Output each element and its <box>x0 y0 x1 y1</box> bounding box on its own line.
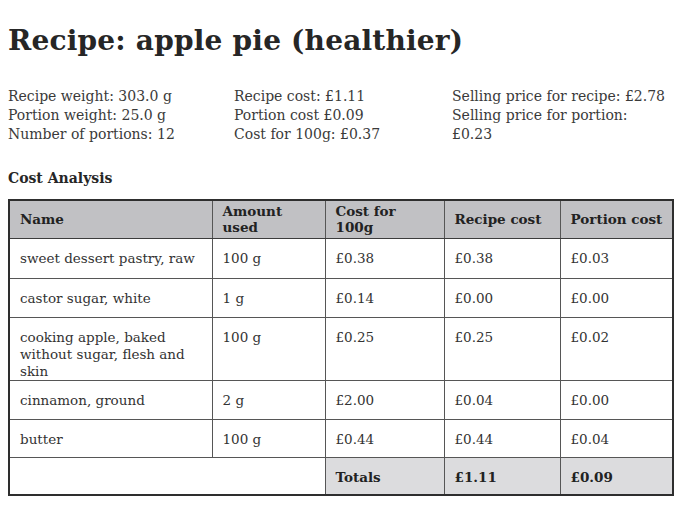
summary-weights-column: Recipe weight: 303.0 g Portion weight: 2… <box>8 87 234 144</box>
cell-cost-for-100g: £0.14 <box>325 278 444 317</box>
column-header-portion-cost: Portion cost <box>560 200 673 238</box>
cell-portion-cost: £0.03 <box>560 238 673 278</box>
cell-portion-cost: £0.04 <box>560 419 673 457</box>
table-row: cooking apple, baked without sugar, fles… <box>9 317 673 380</box>
cell-ingredient-name: sweet dessert pastry, raw <box>9 238 212 278</box>
cell-ingredient-name: butter <box>9 419 212 457</box>
table-row: cinnamon, ground 2 g £2.00 £0.04 £0.00 <box>9 380 673 419</box>
totals-label: Totals <box>325 457 444 495</box>
cell-recipe-cost: £0.00 <box>444 278 560 317</box>
selling-price-portion: Selling price for portion: £0.23 <box>452 106 672 144</box>
cell-cost-for-100g: £0.44 <box>325 419 444 457</box>
page-title: Recipe: apple pie (healthier) <box>8 26 672 56</box>
cell-cost-for-100g: £2.00 <box>325 380 444 419</box>
cell-cost-for-100g: £0.38 <box>325 238 444 278</box>
recipe-weight: Recipe weight: 303.0 g <box>8 87 234 106</box>
portion-weight: Portion weight: 25.0 g <box>8 106 234 125</box>
column-header-name: Name <box>9 200 212 238</box>
cell-recipe-cost: £0.04 <box>444 380 560 419</box>
cell-amount-used: 2 g <box>212 380 325 419</box>
cost-for-100g: Cost for 100g: £0.37 <box>234 125 452 144</box>
cell-portion-cost: £0.00 <box>560 380 673 419</box>
cell-portion-cost: £0.02 <box>560 317 673 380</box>
column-header-amount-used: Amount used <box>212 200 325 238</box>
cell-amount-used: 1 g <box>212 278 325 317</box>
selling-price-recipe: Selling price for recipe: £2.78 <box>452 87 672 106</box>
cell-amount-used: 100 g <box>212 317 325 380</box>
totals-portion-cost: £0.09 <box>560 457 673 495</box>
column-header-recipe-cost: Recipe cost <box>444 200 560 238</box>
recipe-cost-report: Recipe: apple pie (healthier) Recipe wei… <box>0 26 682 496</box>
table-row: castor sugar, white 1 g £0.14 £0.00 £0.0… <box>9 278 673 317</box>
cost-analysis-heading: Cost Analysis <box>8 170 672 187</box>
cost-analysis-table: Name Amount used Cost for 100g Recipe co… <box>8 199 674 496</box>
summary-selling-column: Selling price for recipe: £2.78 Selling … <box>452 87 672 144</box>
number-of-portions: Number of portions: 12 <box>8 125 234 144</box>
totals-recipe-cost: £1.11 <box>444 457 560 495</box>
table-row: butter 100 g £0.44 £0.44 £0.04 <box>9 419 673 457</box>
cell-amount-used: 100 g <box>212 238 325 278</box>
cell-portion-cost: £0.00 <box>560 278 673 317</box>
totals-spacer-cell <box>9 457 325 495</box>
table-header-row: Name Amount used Cost for 100g Recipe co… <box>9 200 673 238</box>
portion-cost: Portion cost £0.09 <box>234 106 452 125</box>
cell-recipe-cost: £0.25 <box>444 317 560 380</box>
cell-cost-for-100g: £0.25 <box>325 317 444 380</box>
cell-recipe-cost: £0.44 <box>444 419 560 457</box>
cell-recipe-cost: £0.38 <box>444 238 560 278</box>
summary-costs-column: Recipe cost: £1.11 Portion cost £0.09 Co… <box>234 87 452 144</box>
cell-ingredient-name: castor sugar, white <box>9 278 212 317</box>
summary-section: Recipe weight: 303.0 g Portion weight: 2… <box>8 87 672 144</box>
recipe-cost: Recipe cost: £1.11 <box>234 87 452 106</box>
totals-row: Totals £1.11 £0.09 <box>9 457 673 495</box>
cell-ingredient-name: cooking apple, baked without sugar, fles… <box>9 317 212 380</box>
cell-amount-used: 100 g <box>212 419 325 457</box>
table-row: sweet dessert pastry, raw 100 g £0.38 £0… <box>9 238 673 278</box>
column-header-cost-for-100g: Cost for 100g <box>325 200 444 238</box>
cell-ingredient-name: cinnamon, ground <box>9 380 212 419</box>
